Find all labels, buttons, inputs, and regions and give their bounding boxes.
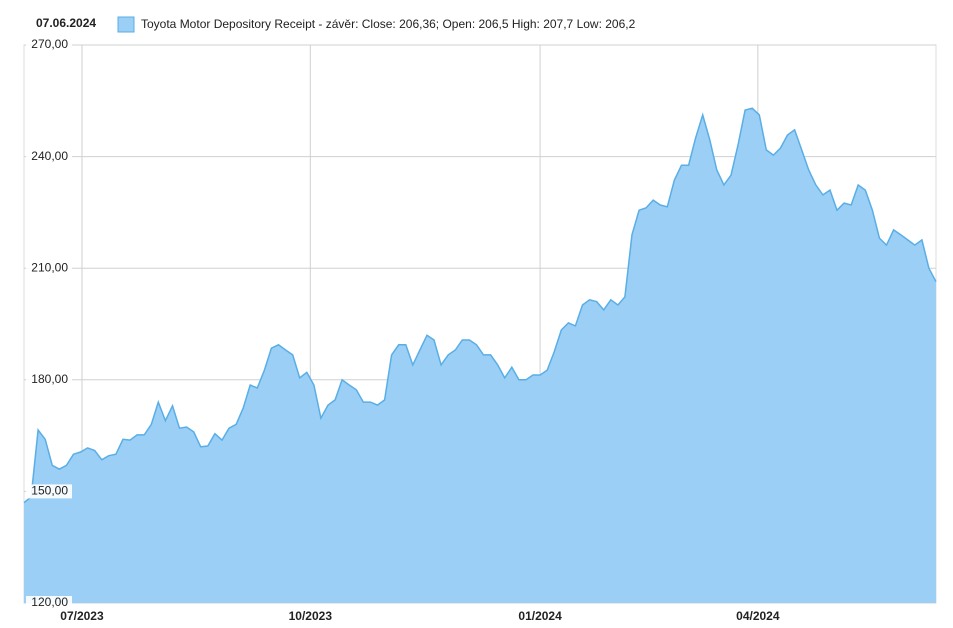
y-tick-label: 120,00 <box>31 595 68 609</box>
y-tick-label: 210,00 <box>31 260 68 274</box>
x-tick-label: 01/2024 <box>518 609 562 623</box>
legend-label: Toyota Motor Depository Receipt - závěr:… <box>141 17 636 31</box>
y-tick-label: 270,00 <box>31 37 68 51</box>
date-label: 07.06.2024 <box>36 16 96 30</box>
y-tick-label: 240,00 <box>31 149 68 163</box>
y-tick-box <box>26 261 72 276</box>
y-tick-box <box>26 372 72 387</box>
x-tick-label: 07/2023 <box>60 609 104 623</box>
y-tick-box <box>26 484 72 499</box>
y-tick-label: 150,00 <box>31 484 68 498</box>
x-tick-label: 10/2023 <box>289 609 333 623</box>
area <box>24 108 936 603</box>
y-tick-box <box>26 38 72 52</box>
y-tick-box <box>26 596 72 610</box>
legend-swatch <box>117 16 135 33</box>
y-tick-label: 180,00 <box>31 372 68 386</box>
x-tick-label: 04/2024 <box>736 609 780 623</box>
y-tick-box <box>26 149 72 164</box>
line <box>23 107 937 504</box>
